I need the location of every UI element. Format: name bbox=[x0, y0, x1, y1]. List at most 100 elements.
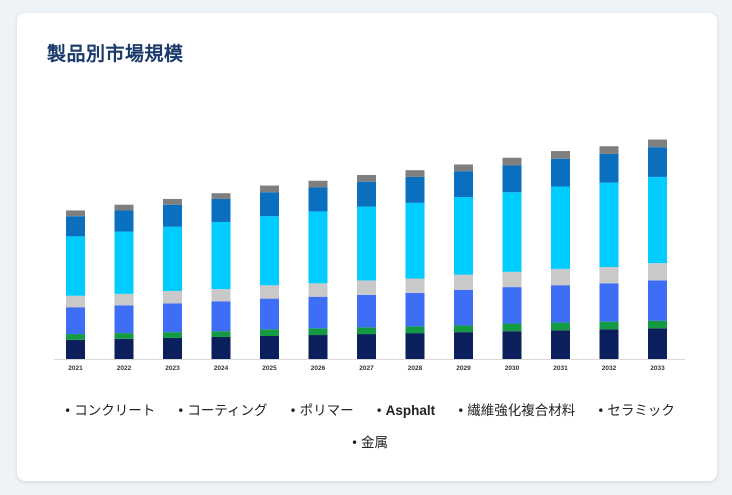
bar-segment-ceramic-2033 bbox=[648, 147, 667, 177]
bar-stack-2022 bbox=[114, 204, 134, 359]
x-tick-label: 2030 bbox=[505, 365, 520, 372]
bar-segment-polymer-2031 bbox=[551, 285, 570, 323]
bar-segment-coating-2033 bbox=[648, 320, 667, 329]
bar-segment-asphalt-2031 bbox=[551, 268, 570, 286]
bar-segment-asphalt-2024 bbox=[211, 289, 231, 302]
x-tick-label: 2026 bbox=[311, 365, 326, 372]
bar-segment-concrete-2031 bbox=[551, 330, 570, 359]
bar-segment-frp-2033 bbox=[648, 176, 667, 264]
bar-segment-concrete-2025 bbox=[260, 336, 279, 359]
x-tick-label: 2024 bbox=[214, 365, 229, 372]
x-tick-label: 2032 bbox=[602, 365, 617, 372]
bar-segment-coating-2024 bbox=[211, 331, 231, 337]
bar-segment-asphalt-2033 bbox=[648, 263, 667, 281]
bar-segment-polymer-2025 bbox=[260, 298, 279, 330]
bar-segment-concrete-2027 bbox=[357, 334, 376, 359]
x-tick-label: 2031 bbox=[553, 365, 568, 372]
x-tick-label: 2029 bbox=[456, 365, 471, 372]
legend-item-coating[interactable]: • コーティング bbox=[177, 395, 267, 427]
bar-segment-coating-2021 bbox=[66, 334, 85, 340]
x-tick-label: 2022 bbox=[117, 365, 132, 372]
legend-bullet-icon: • bbox=[177, 404, 185, 418]
bar-segment-asphalt-2032 bbox=[599, 267, 619, 284]
x-tick-label: 2027 bbox=[359, 365, 374, 372]
legend-item-metal[interactable]: • 金属 bbox=[351, 427, 388, 459]
bar-segment-metal-2024 bbox=[211, 193, 231, 199]
bar-stack-2027 bbox=[357, 175, 376, 359]
bar-segment-polymer-2032 bbox=[599, 283, 619, 322]
bar-stack-2021 bbox=[66, 210, 85, 359]
bar-segment-metal-2031 bbox=[551, 151, 570, 159]
legend-label: セラミック bbox=[607, 403, 675, 419]
bar-segment-coating-2031 bbox=[551, 322, 570, 331]
bar-segment-ceramic-2021 bbox=[66, 216, 85, 237]
legend-bullet-icon: • bbox=[64, 404, 72, 418]
legend-bullet-icon: • bbox=[597, 404, 605, 418]
bar-stack-2025 bbox=[260, 185, 279, 359]
bar-segment-polymer-2028 bbox=[405, 292, 425, 327]
bar-segment-concrete-2029 bbox=[454, 332, 473, 359]
bar-segment-metal-2023 bbox=[163, 198, 182, 205]
legend-item-asphalt[interactable]: • Asphalt bbox=[376, 395, 436, 427]
bar-segment-ceramic-2031 bbox=[551, 158, 570, 187]
bar-segment-frp-2023 bbox=[163, 226, 182, 291]
bar-segment-asphalt-2021 bbox=[66, 295, 85, 308]
x-tick-label: 2021 bbox=[68, 365, 83, 372]
bar-stack-2026 bbox=[308, 180, 328, 359]
bar-segment-coating-2023 bbox=[163, 332, 182, 338]
bar-segment-frp-2032 bbox=[599, 182, 619, 267]
legend-bullet-icon: • bbox=[457, 404, 465, 418]
bar-segment-polymer-2026 bbox=[308, 296, 328, 329]
legend-item-polymer[interactable]: • ポリマー bbox=[290, 395, 354, 427]
bar-segment-metal-2025 bbox=[260, 185, 279, 193]
bar-segment-ceramic-2029 bbox=[454, 171, 473, 198]
bar-segment-frp-2028 bbox=[405, 202, 425, 279]
bar-segment-concrete-2022 bbox=[114, 338, 134, 359]
bar-segment-metal-2026 bbox=[308, 180, 328, 188]
chart-title: 製品別市場規模 bbox=[47, 43, 184, 65]
bar-segment-polymer-2022 bbox=[114, 305, 134, 334]
bar-segment-frp-2031 bbox=[551, 186, 570, 269]
bar-segment-coating-2022 bbox=[114, 333, 134, 339]
bar-segment-polymer-2021 bbox=[66, 307, 85, 335]
bar-segment-coating-2027 bbox=[357, 327, 376, 335]
bar-segment-concrete-2028 bbox=[405, 333, 425, 359]
legend-item-concrete[interactable]: • コンクリート bbox=[64, 395, 155, 427]
legend-bullet-icon: • bbox=[350, 436, 359, 450]
bar-segment-metal-2022 bbox=[114, 204, 134, 211]
bar-stack-2030 bbox=[502, 157, 522, 359]
bar-segment-concrete-2026 bbox=[308, 335, 328, 359]
legend-item-ceramic[interactable]: • セラミック bbox=[597, 395, 675, 427]
bar-segment-metal-2032 bbox=[599, 146, 619, 154]
bar-segment-coating-2029 bbox=[454, 325, 473, 333]
legend-item-frp[interactable]: • 繊維強化複合材料 bbox=[457, 395, 575, 427]
bar-segment-frp-2025 bbox=[260, 216, 279, 286]
bar-segment-asphalt-2023 bbox=[163, 290, 182, 304]
bar-segment-concrete-2024 bbox=[211, 336, 231, 359]
bar-segment-ceramic-2022 bbox=[114, 210, 134, 232]
x-tick-label: 2028 bbox=[408, 365, 423, 372]
bar-segment-ceramic-2024 bbox=[211, 198, 231, 222]
bar-segment-ceramic-2027 bbox=[357, 181, 376, 207]
bar-segment-coating-2030 bbox=[502, 323, 522, 332]
bar-segment-asphalt-2029 bbox=[454, 274, 473, 290]
bar-segment-metal-2030 bbox=[502, 157, 522, 166]
legend-bullet-icon: • bbox=[289, 404, 297, 418]
bar-segment-metal-2027 bbox=[357, 175, 376, 182]
bar-segment-polymer-2024 bbox=[211, 301, 231, 332]
bar-segment-concrete-2032 bbox=[599, 329, 619, 359]
bar-segment-polymer-2030 bbox=[502, 287, 522, 324]
bar-segment-concrete-2023 bbox=[163, 337, 182, 359]
bar-segment-frp-2027 bbox=[357, 206, 376, 281]
bar-segment-ceramic-2028 bbox=[405, 176, 425, 203]
bar-segment-polymer-2033 bbox=[648, 280, 667, 321]
bar-stack-2029 bbox=[454, 164, 473, 359]
legend-label: 繊維強化複合材料 bbox=[467, 403, 576, 419]
bar-segment-frp-2024 bbox=[211, 221, 231, 290]
bar-segment-asphalt-2025 bbox=[260, 285, 279, 299]
bar-segment-metal-2021 bbox=[66, 210, 85, 217]
bar-segment-asphalt-2028 bbox=[405, 278, 425, 293]
bar-stack-2032 bbox=[599, 146, 619, 359]
bar-segment-asphalt-2026 bbox=[308, 283, 328, 297]
legend-label: Asphalt bbox=[385, 403, 436, 418]
